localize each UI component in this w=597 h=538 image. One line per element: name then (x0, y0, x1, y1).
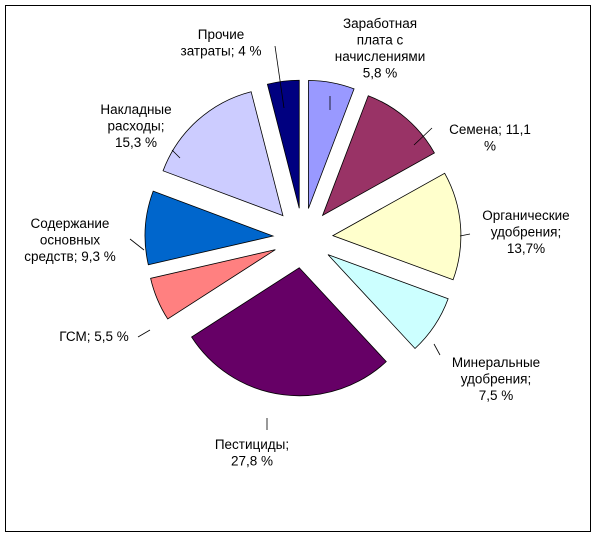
pie-slice-8 (162, 91, 284, 217)
pie-slice-5 (191, 267, 387, 397)
slice-label-line: Содержание (31, 216, 110, 231)
leader-line-4 (433, 343, 441, 356)
slice-label-line: Органические (482, 208, 569, 223)
slice-label-line: Накладные (100, 102, 171, 117)
slice-label-6: ГСМ; 5,5 % (59, 329, 129, 344)
slice-label-4: Минеральные удобрения; 7,5 % (452, 355, 540, 403)
slice-label-line: 13,7% (507, 241, 545, 256)
pie-slice-7 (144, 190, 275, 266)
slice-label-5: Пестициды; 27,8 % (215, 437, 289, 469)
slice-label-line: Минеральные (452, 355, 540, 370)
pie-slice-1 (308, 80, 355, 209)
slice-label-8: Накладные расходы; 15,3 % (100, 102, 171, 150)
slice-label-line: ГСМ; 5,5 % (59, 329, 129, 344)
leader-line-3 (459, 233, 471, 237)
leader-line-9 (274, 45, 285, 109)
leader-line-6 (137, 329, 151, 338)
slice-label-line: расходы; (108, 119, 165, 134)
pie-slice-9 (266, 79, 300, 209)
slice-label-1: Заработная плата с начислениями 5,8 % (335, 16, 426, 81)
leader-line-2 (413, 127, 433, 146)
slice-label-9: Прочие затраты; 4 % (181, 27, 262, 59)
slice-label-line: 27,8 % (231, 454, 273, 469)
slice-label-line: удобрения; (491, 225, 562, 240)
pie-slice-6 (150, 249, 276, 320)
leader-line-7 (129, 238, 145, 251)
slice-label-line: % (484, 139, 496, 154)
slice-label-line: Прочие (198, 27, 245, 42)
slice-label-line: удобрения; (461, 372, 532, 387)
slice-label-line: средств; 9,3 % (24, 249, 115, 264)
slice-label-2: Семена; 11,1% (449, 122, 531, 154)
slice-label-line: начислениями (335, 49, 426, 64)
slice-label-line: 5,8 % (363, 66, 398, 81)
slice-label-line: Пестициды; (215, 437, 289, 452)
slice-label-line: 15,3 % (115, 135, 157, 150)
pie-slice-4 (327, 254, 449, 350)
slice-label-line: затраты; 4 % (181, 44, 262, 59)
slice-label-line: Семена; 11,1 (449, 122, 531, 137)
slice-label-line: плата с (357, 33, 404, 48)
pie-slice-3 (331, 172, 462, 281)
slice-label-line: Заработная (343, 16, 417, 31)
leader-line-8 (171, 149, 181, 159)
pie-slice-2 (321, 95, 435, 217)
slice-label-line: 7,5 % (479, 388, 514, 403)
slice-label-3: Органические удобрения; 13,7% (482, 208, 569, 256)
slice-label-line: основных (40, 233, 101, 248)
slice-label-7: Содержание основных средств; 9,3 % (24, 216, 115, 264)
